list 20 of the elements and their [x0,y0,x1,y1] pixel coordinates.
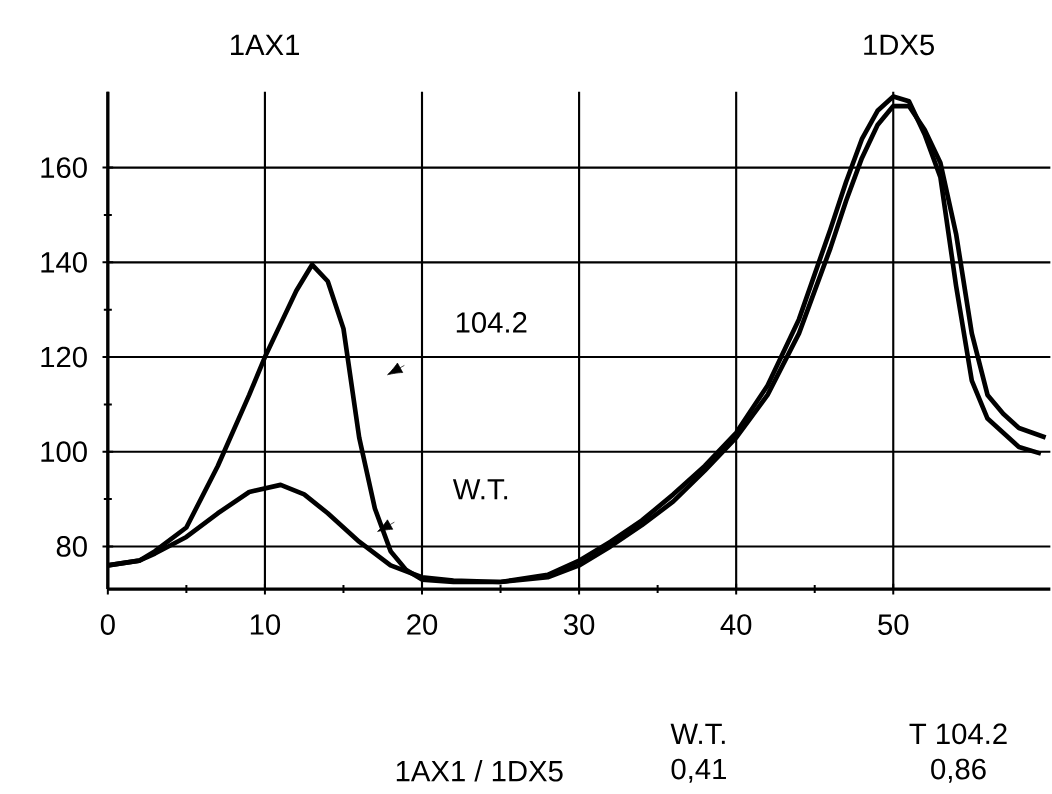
text: T 104.2 [909,723,1007,745]
text: 1AX1 / 1DX5 [396,760,563,782]
x-tick-label: 50 [878,614,909,636]
annotation: W.T. [452,479,508,500]
y-tick-label: 120 [41,346,87,368]
text: 0,41 [671,758,726,783]
text: 1AX1 [231,34,299,56]
annotation: 104.2 [456,312,527,333]
text: 0,86 [931,758,986,783]
text: 1DX5 [864,34,934,56]
x-tick-label: 10 [250,614,281,636]
y-tick-label: 100 [41,441,87,463]
x-tick-label: 30 [563,614,595,636]
x-tick-label: 40 [720,614,752,636]
text: W.T. [670,723,725,745]
y-tick-label: 160 [41,157,87,179]
y-tick-label: 140 [41,252,87,273]
x-tick-label: 0 [100,614,115,636]
y-tick-label: 80 [56,536,87,557]
x-tick-label: 20 [407,614,438,636]
